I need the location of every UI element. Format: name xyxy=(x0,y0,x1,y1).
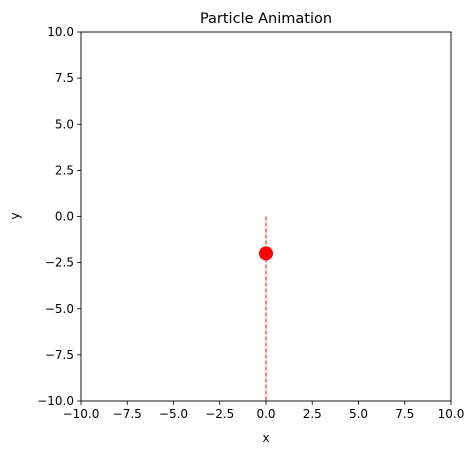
y-axis-ticks: 10.0 7.5 5.0 2.5 0.0 −2.5 −5.0 −7.5 −10.0 xyxy=(37,25,81,408)
x-tick-label: 10.0 xyxy=(438,407,465,421)
series-layer xyxy=(259,216,273,401)
x-tick-label: −5.0 xyxy=(159,407,188,421)
x-tick-label: −2.5 xyxy=(205,407,234,421)
x-tick-label: 7.5 xyxy=(395,407,414,421)
x-tick-label: 0.0 xyxy=(256,407,275,421)
chart-title: Particle Animation xyxy=(200,11,332,27)
x-tick-label: −7.5 xyxy=(113,407,142,421)
y-tick-label: −2.5 xyxy=(45,256,74,270)
x-tick-label: 2.5 xyxy=(303,407,322,421)
x-tick-label: −10.0 xyxy=(63,407,100,421)
y-axis-label: y xyxy=(8,212,22,219)
particle-marker xyxy=(259,246,273,261)
y-tick-label: 10.0 xyxy=(47,25,74,39)
plot-frame xyxy=(80,31,452,402)
y-tick-label: −5.0 xyxy=(45,302,74,316)
x-tick-label: 5.0 xyxy=(349,407,368,421)
y-tick-label: 2.5 xyxy=(55,163,74,177)
y-tick-label: 0.0 xyxy=(55,210,74,224)
y-tick-label: 7.5 xyxy=(55,71,74,85)
y-tick-label: −7.5 xyxy=(45,348,74,362)
y-tick-label: 5.0 xyxy=(55,117,74,131)
x-axis-ticks: −10.0 −7.5 −5.0 −2.5 0.0 2.5 5.0 7.5 10.0 xyxy=(63,401,465,421)
x-axis-label: x xyxy=(262,431,269,445)
y-tick-label: −10.0 xyxy=(37,394,74,408)
